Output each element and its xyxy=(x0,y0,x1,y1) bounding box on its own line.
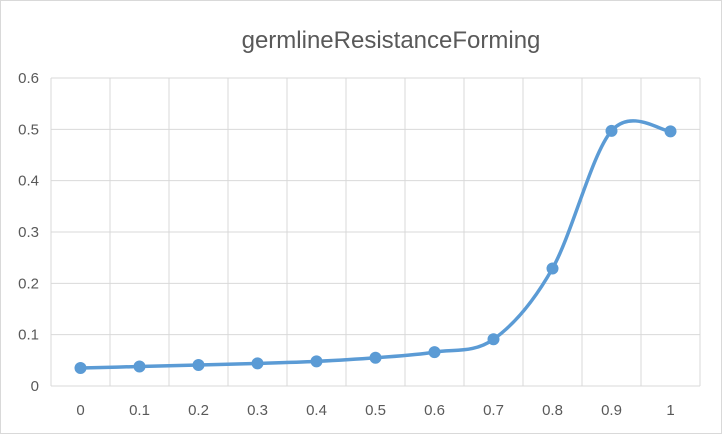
data-point xyxy=(664,125,677,138)
x-tick-label: 0.3 xyxy=(247,402,268,419)
data-point xyxy=(369,351,382,364)
data-point xyxy=(605,124,618,137)
data-point xyxy=(546,262,559,275)
x-tick-label: 0.7 xyxy=(483,402,504,419)
data-point xyxy=(428,346,441,359)
y-tick-label: 0.2 xyxy=(18,275,39,292)
x-tick-label: 0 xyxy=(76,402,84,419)
chart-title: germlineResistanceForming xyxy=(242,27,541,54)
data-point xyxy=(251,357,264,370)
x-tick-label: 0.5 xyxy=(365,402,386,419)
x-axis-tick-labels: 0 0.1 0.2 0.3 0.4 0.5 0.6 0.7 0.8 0.9 1 xyxy=(76,402,674,419)
x-tick-label: 0.4 xyxy=(306,402,327,419)
y-tick-label: 0.1 xyxy=(18,327,39,344)
x-tick-label: 1 xyxy=(666,402,674,419)
x-tick-label: 0.1 xyxy=(129,402,150,419)
data-point xyxy=(133,360,146,373)
x-tick-label: 0.2 xyxy=(188,402,209,419)
y-axis-tick-labels: 0 0.1 0.2 0.3 0.4 0.5 0.6 xyxy=(18,70,39,395)
x-tick-label: 0.9 xyxy=(601,402,622,419)
y-tick-label: 0 xyxy=(31,378,39,395)
y-tick-label: 0.4 xyxy=(18,173,39,190)
x-tick-label: 0.6 xyxy=(424,402,445,419)
data-point xyxy=(310,355,323,368)
horizontal-gridlines xyxy=(51,77,700,387)
data-point xyxy=(192,358,205,371)
data-point xyxy=(487,333,500,346)
data-point xyxy=(74,362,87,375)
y-tick-label: 0.6 xyxy=(18,70,39,87)
series-line xyxy=(78,119,673,370)
x-tick-label: 0.8 xyxy=(542,402,563,419)
series-group xyxy=(74,119,677,375)
y-tick-label: 0.5 xyxy=(18,121,39,138)
y-tick-label: 0.3 xyxy=(18,224,39,241)
